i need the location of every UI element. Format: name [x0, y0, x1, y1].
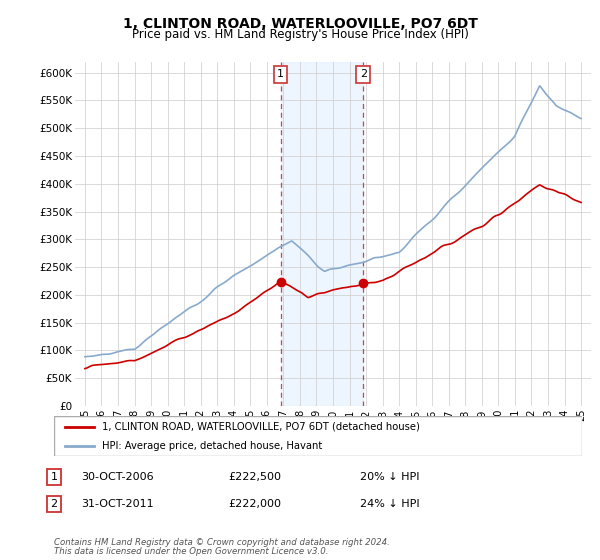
Text: 2: 2: [360, 69, 367, 80]
Text: 31-OCT-2011: 31-OCT-2011: [81, 499, 154, 509]
Text: Contains HM Land Registry data © Crown copyright and database right 2024.: Contains HM Land Registry data © Crown c…: [54, 538, 390, 547]
Text: 20% ↓ HPI: 20% ↓ HPI: [360, 472, 419, 482]
Text: 24% ↓ HPI: 24% ↓ HPI: [360, 499, 419, 509]
Text: 1: 1: [277, 69, 284, 80]
Text: 1, CLINTON ROAD, WATERLOOVILLE, PO7 6DT (detached house): 1, CLINTON ROAD, WATERLOOVILLE, PO7 6DT …: [101, 422, 419, 432]
Text: This data is licensed under the Open Government Licence v3.0.: This data is licensed under the Open Gov…: [54, 547, 329, 556]
FancyBboxPatch shape: [54, 416, 582, 456]
Text: HPI: Average price, detached house, Havant: HPI: Average price, detached house, Hava…: [101, 441, 322, 450]
Bar: [281, 62, 363, 406]
Text: 1, CLINTON ROAD, WATERLOOVILLE, PO7 6DT: 1, CLINTON ROAD, WATERLOOVILLE, PO7 6DT: [122, 16, 478, 30]
Text: 1: 1: [50, 472, 58, 482]
Text: £222,000: £222,000: [228, 499, 281, 509]
Text: £222,500: £222,500: [228, 472, 281, 482]
Text: 2: 2: [50, 499, 58, 509]
Text: Price paid vs. HM Land Registry's House Price Index (HPI): Price paid vs. HM Land Registry's House …: [131, 28, 469, 41]
Text: 30-OCT-2006: 30-OCT-2006: [81, 472, 154, 482]
